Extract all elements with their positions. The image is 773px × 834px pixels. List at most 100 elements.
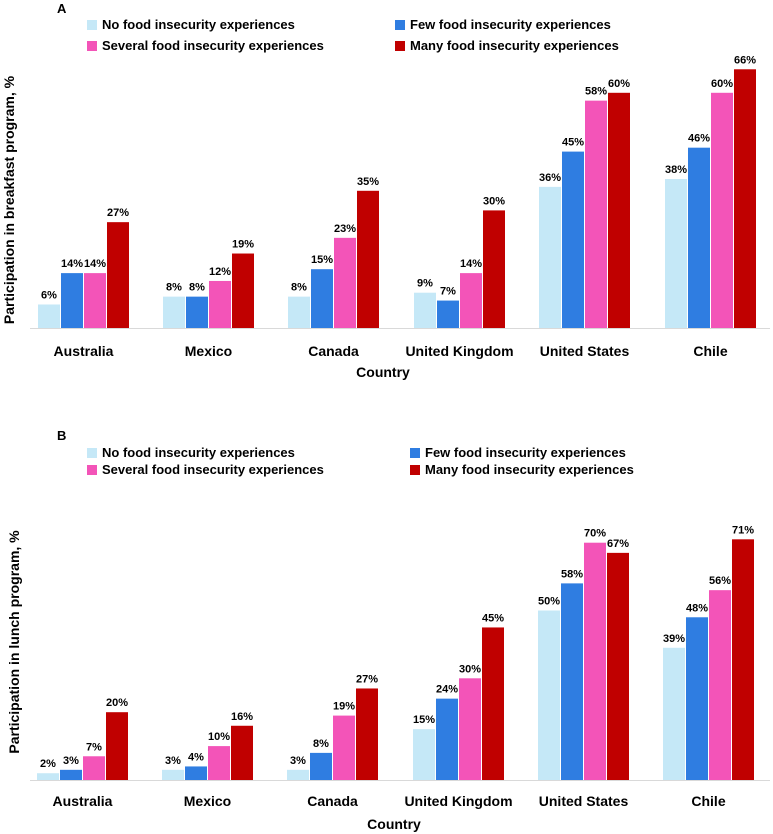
panel-a-bar	[232, 253, 254, 328]
panel-b-bar	[356, 688, 378, 780]
panel-b-data-label: 24%	[436, 684, 458, 696]
panel-a-data-label: 58%	[585, 86, 607, 98]
panel-b-data-label: 71%	[732, 524, 754, 536]
panel-a-bar	[711, 92, 733, 328]
panel-a-x-axis-title: Country	[356, 364, 410, 380]
panel-a-legend-label-3: Several food insecurity experiences	[102, 38, 324, 53]
panel-b-data-label: 45%	[482, 612, 504, 624]
panel-a-bar	[585, 100, 607, 328]
panel-b-data-label: 3%	[290, 755, 306, 767]
panel-a-data-label: 45%	[562, 137, 584, 149]
panel-b-bar	[106, 712, 128, 780]
panel-b-data-label: 10%	[208, 731, 230, 743]
panel-a-tick-label: United States	[540, 343, 630, 359]
panel-a-bar	[688, 147, 710, 328]
panel-a-data-label: 36%	[539, 172, 561, 184]
panel-a-data-label: 8%	[291, 282, 307, 294]
panel-a-bar	[562, 151, 584, 328]
panel-b-tick-label: United States	[539, 793, 629, 809]
panel-b-bar	[538, 610, 560, 780]
panel-b-data-label: 58%	[561, 568, 583, 580]
panel-b-label: B	[57, 428, 66, 443]
panel-b-legend-swatch-4	[410, 465, 420, 475]
panel-b-tick-label: Mexico	[184, 793, 231, 809]
panel-b-legend-label-4: Many food insecurity experiences	[425, 462, 634, 477]
panel-b-data-label: 7%	[86, 741, 102, 753]
panel-b-data-label: 67%	[607, 538, 629, 550]
panel-a-bar	[539, 186, 561, 328]
panel-b-y-axis-title: Participation in lunch program, %	[6, 530, 22, 754]
panel-a-bar	[163, 296, 185, 328]
panel-a-data-label: 7%	[440, 286, 456, 298]
panel-b-bar	[459, 678, 481, 780]
panel-b-bar	[584, 542, 606, 780]
panel-b-legend-label-2: Few food insecurity experiences	[425, 445, 626, 460]
panel-a-bar	[608, 92, 630, 328]
panel-b-legend-label-1: No food insecurity experiences	[102, 445, 295, 460]
panel-b-data-label: 30%	[459, 663, 481, 675]
panel-b-data-label: 16%	[231, 711, 253, 723]
panel-b-bar	[185, 766, 207, 780]
panel-a-chart: No food insecurity experiences Few food i…	[30, 17, 770, 359]
panel-b-data-label: 48%	[686, 602, 708, 614]
panel-a-bar	[107, 222, 129, 328]
panel-a-bar	[414, 292, 436, 328]
panel-b-bar	[208, 746, 230, 780]
panel-a-data-label: 35%	[357, 176, 379, 188]
panel-a-data-label: 23%	[334, 223, 356, 235]
panel-a-bar	[38, 304, 60, 328]
panel-b-bar	[162, 769, 184, 780]
panel-a-label: A	[57, 1, 67, 16]
panel-b-data-label: 2%	[40, 758, 56, 770]
panel-a-bar	[84, 273, 106, 328]
panel-a-legend-swatch-3	[87, 41, 97, 51]
panel-b-chart: No food insecurity experiences Few food i…	[30, 445, 770, 809]
panel-b-bar	[732, 539, 754, 780]
panel-a-data-label: 60%	[711, 78, 733, 90]
panel-b-bar	[287, 769, 309, 780]
panel-a-data-label: 8%	[166, 282, 182, 294]
panel-b-data-label: 39%	[663, 633, 685, 645]
panel-a-bar	[734, 69, 756, 328]
panel-a-bar	[460, 273, 482, 328]
panel-b-bar	[607, 552, 629, 780]
panel-a-bar	[437, 300, 459, 328]
panel-b-data-label: 27%	[356, 673, 378, 685]
panel-b-data-label: 56%	[709, 575, 731, 587]
panel-a-data-label: 14%	[61, 258, 83, 270]
panel-a-bar	[311, 269, 333, 328]
panel-a-data-label: 15%	[311, 254, 333, 266]
panel-b-data-label: 70%	[584, 528, 606, 540]
panel-a-legend-label-4: Many food insecurity experiences	[410, 38, 619, 53]
panel-a-data-label: 14%	[460, 258, 482, 270]
panel-b-data-label: 15%	[413, 714, 435, 726]
panel-a-bar	[186, 296, 208, 328]
panel-a-bar	[357, 190, 379, 328]
panel-b-bar	[333, 715, 355, 780]
panel-b-tick-label: Canada	[307, 793, 358, 809]
panel-a-legend-label-2: Few food insecurity experiences	[410, 17, 611, 32]
panel-a-legend-swatch-4	[395, 41, 405, 51]
panel-a-tick-label: Canada	[308, 343, 359, 359]
panel-a-data-label: 9%	[417, 278, 433, 290]
panel-b-bar	[482, 627, 504, 780]
panel-b-data-label: 4%	[188, 751, 204, 763]
panel-a-data-label: 27%	[107, 207, 129, 219]
panel-b-tick-label: Chile	[691, 793, 725, 809]
panel-b-legend-swatch-3	[87, 465, 97, 475]
panel-b-bar	[413, 729, 435, 780]
panel-a-data-label: 12%	[209, 266, 231, 278]
panel-a-data-label: 8%	[189, 282, 205, 294]
panel-b-x-axis-title: Country	[367, 816, 421, 832]
panel-b-tick-label: Australia	[53, 793, 113, 809]
panel-b-bar	[60, 769, 82, 780]
panel-b-data-label: 19%	[333, 701, 355, 713]
panel-a-bar	[61, 273, 83, 328]
panel-b-bar	[709, 590, 731, 780]
panel-a-data-label: 14%	[84, 258, 106, 270]
panel-a-data-label: 30%	[483, 195, 505, 207]
panel-a-data-label: 66%	[734, 54, 756, 66]
panel-b-data-label: 3%	[63, 755, 79, 767]
panel-a-data-label: 6%	[41, 289, 57, 301]
